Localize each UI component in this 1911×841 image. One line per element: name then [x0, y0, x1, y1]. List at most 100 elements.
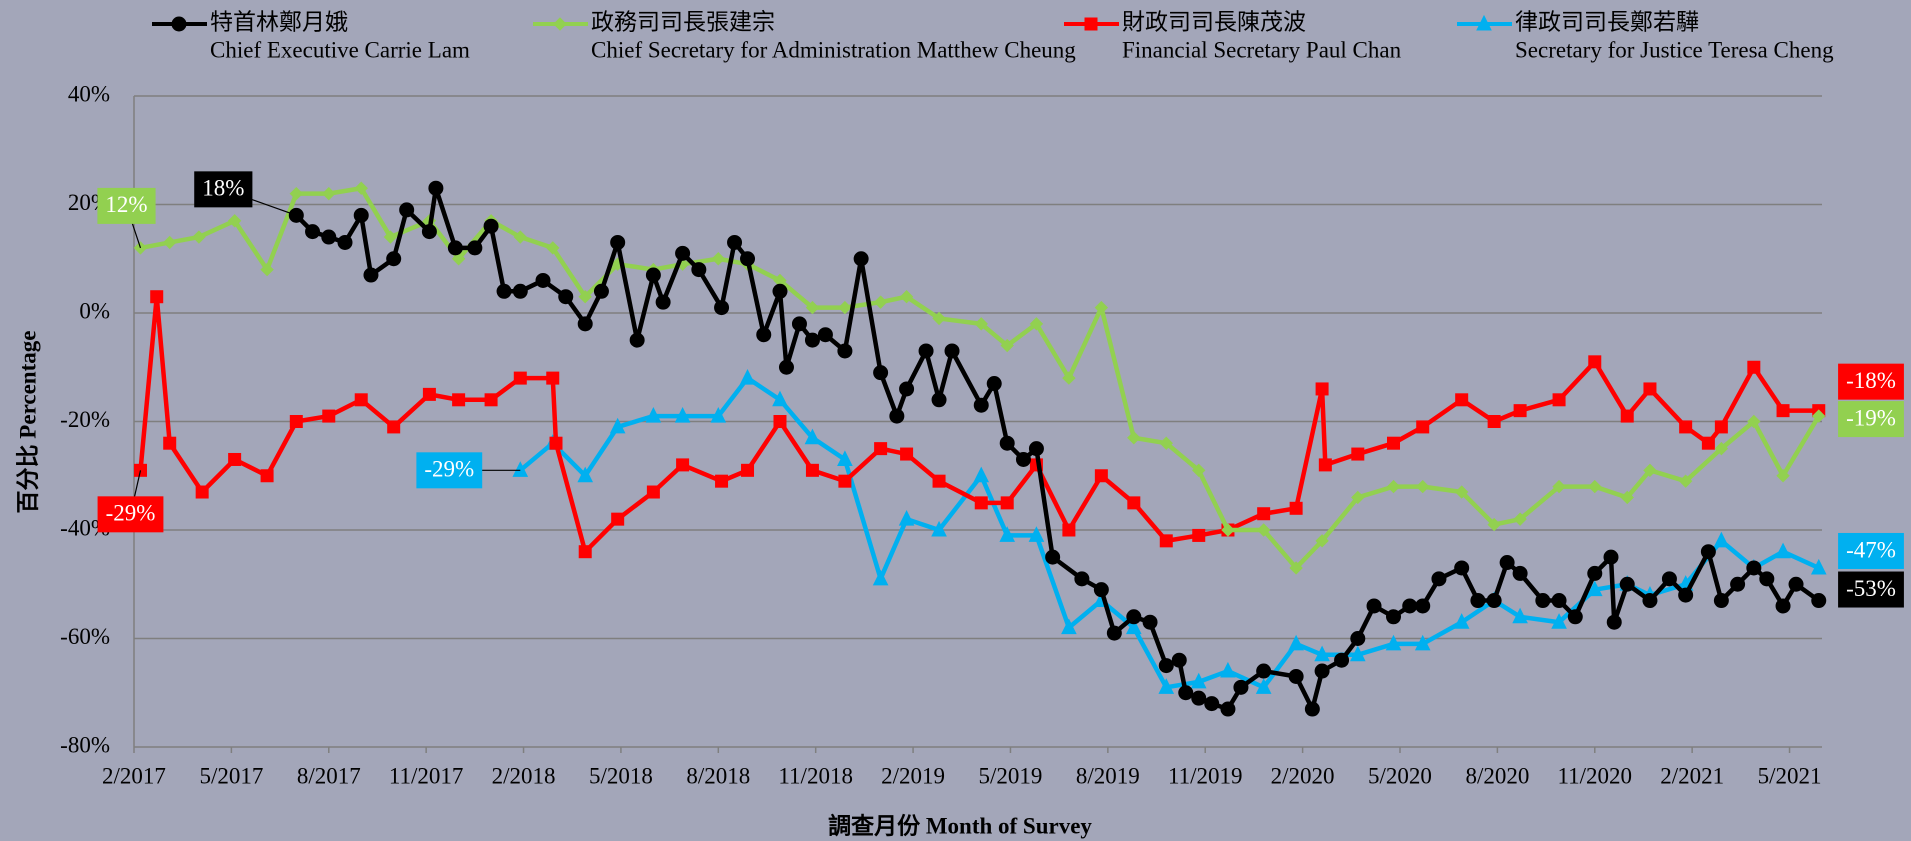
marker — [889, 408, 905, 424]
marker — [363, 267, 379, 283]
marker — [1679, 420, 1693, 434]
marker — [1714, 441, 1729, 456]
y-tick-label: -80% — [60, 732, 110, 757]
data-label: -47% — [1846, 537, 1896, 562]
marker — [873, 365, 889, 381]
marker — [260, 262, 274, 277]
marker — [1351, 447, 1365, 461]
marker — [1551, 613, 1567, 629]
marker — [931, 392, 947, 408]
marker — [1094, 469, 1108, 483]
x-tick-label: 2/2021 — [1660, 763, 1724, 788]
marker — [452, 393, 466, 407]
marker — [1159, 436, 1173, 450]
marker — [999, 526, 1016, 542]
legend-label-en: Secretary for Justice Teresa Cheng — [1515, 37, 1834, 62]
marker — [1158, 678, 1175, 694]
marker — [1351, 490, 1365, 505]
marker — [932, 474, 946, 488]
x-tick-label: 5/2018 — [589, 763, 653, 788]
marker — [973, 397, 989, 413]
marker — [1289, 561, 1303, 575]
marker — [646, 485, 660, 499]
marker — [1178, 685, 1194, 701]
data-label: 12% — [105, 192, 147, 217]
marker — [289, 186, 304, 201]
marker — [1289, 501, 1303, 515]
data-label: -29% — [424, 457, 474, 482]
marker — [1476, 14, 1492, 31]
marker — [727, 234, 743, 250]
marker — [322, 186, 336, 201]
marker — [1552, 479, 1566, 494]
marker — [1386, 479, 1401, 494]
marker — [773, 415, 787, 428]
marker — [1713, 531, 1730, 548]
x-tick-label: 11/2017 — [389, 763, 464, 788]
marker — [1775, 598, 1791, 614]
marker — [1204, 696, 1220, 712]
marker — [655, 294, 671, 310]
marker — [1701, 436, 1715, 450]
marker — [1029, 317, 1044, 331]
marker — [804, 332, 820, 348]
marker — [805, 300, 820, 315]
marker — [1350, 631, 1366, 646]
marker — [1349, 645, 1366, 662]
marker — [1678, 587, 1694, 603]
marker — [1775, 542, 1791, 559]
marker — [1000, 338, 1014, 353]
marker — [1288, 634, 1304, 651]
marker — [872, 569, 889, 586]
marker — [1402, 598, 1418, 614]
marker — [791, 316, 807, 332]
marker — [772, 390, 788, 407]
marker — [1619, 576, 1635, 592]
marker — [1126, 609, 1142, 625]
legend-label-en: Chief Secretary for Administration Matth… — [591, 37, 1076, 62]
x-tick-label: 2/2020 — [1271, 763, 1335, 788]
marker — [1776, 469, 1790, 483]
marker — [1811, 593, 1827, 609]
marker — [289, 415, 303, 428]
marker — [1366, 598, 1382, 614]
marker — [973, 466, 990, 483]
marker — [512, 283, 528, 299]
x-tick-label: 8/2017 — [297, 763, 361, 788]
x-tick-label: 8/2018 — [686, 763, 750, 788]
marker — [1642, 593, 1658, 609]
marker — [546, 241, 560, 255]
marker — [1454, 560, 1470, 576]
marker — [918, 343, 934, 359]
label-box — [1838, 571, 1904, 608]
marker — [974, 496, 988, 510]
marker — [805, 463, 819, 477]
marker — [1513, 404, 1527, 418]
marker — [422, 387, 436, 401]
marker — [1190, 672, 1207, 689]
marker — [838, 300, 852, 315]
y-tick-label: 40% — [68, 81, 110, 106]
marker — [932, 311, 946, 326]
marker — [1084, 17, 1098, 31]
marker — [1256, 523, 1271, 537]
data-label: -18% — [1846, 368, 1896, 393]
marker — [838, 474, 852, 488]
marker — [578, 290, 592, 304]
marker — [1158, 658, 1174, 674]
x-tick-label: 5/2019 — [979, 763, 1043, 788]
marker — [1015, 451, 1031, 467]
marker — [1487, 415, 1501, 428]
marker — [899, 381, 915, 397]
marker — [756, 327, 772, 343]
marker — [546, 371, 560, 385]
marker — [1606, 614, 1622, 630]
marker — [837, 450, 853, 466]
marker — [691, 262, 707, 278]
marker — [1567, 609, 1583, 625]
marker — [1487, 517, 1501, 532]
data-label: 18% — [202, 176, 244, 201]
series — [133, 181, 1826, 575]
marker — [354, 393, 368, 407]
marker — [1304, 701, 1320, 717]
